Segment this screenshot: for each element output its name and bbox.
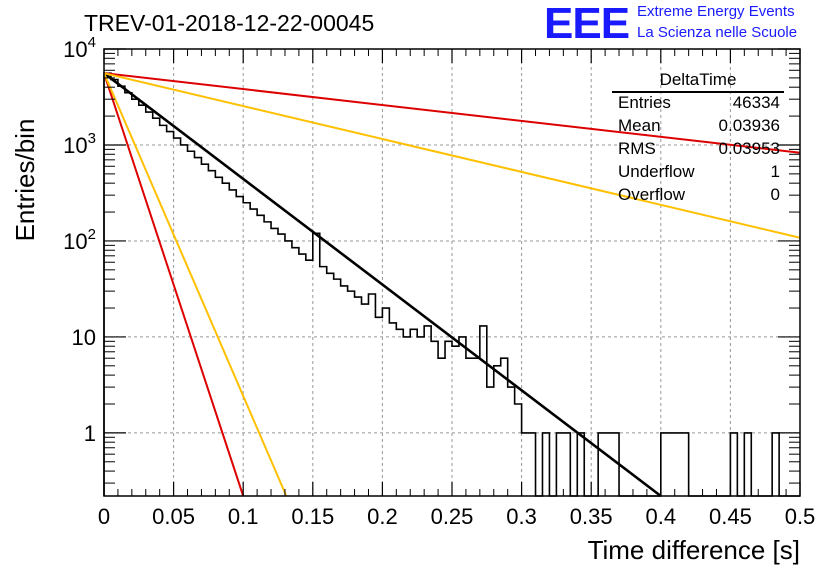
stats-divider [612,91,784,93]
logo-line-1: Extreme Energy Events [637,3,795,20]
tick-labels: 0 0.05 0.1 0.15 0.2 0.25 0.3 0.35 0.4 0.45 0.5 104 1… [63,34,815,529]
stats-box: DeltaTime Entries 46334 Mean 0.03936 RMS 0.… [612,70,784,210]
x-tick-label: 0.2 [367,504,398,529]
x-tick-label: 0.3 [506,504,537,529]
fit-line [103,72,801,154]
y-tick-label: 104 [63,34,96,62]
fit-line [103,72,245,497]
y-tick-label: 10 [72,325,96,350]
x-tick-label: 0.5 [785,504,816,529]
x-tick-label: 0.1 [228,504,259,529]
stats-value: 0 [770,185,780,204]
x-tick-label: 0.45 [709,504,752,529]
stats-title: DeltaTime [659,70,737,89]
fit-line [103,72,288,497]
y-tick-label: 102 [63,226,96,254]
fit-line [103,72,662,498]
x-tick-label: 0.35 [570,504,613,529]
stats-label: RMS [618,139,656,158]
chart-title: TREV-01-2018-12-22-00045 [84,10,375,36]
stats-label: Mean [618,116,661,135]
x-tick-label: 0 [98,504,110,529]
stats-label: Entries [618,93,671,112]
logo-line-2: La Scienza nelle Scuole [637,24,798,41]
y-tick-label: 103 [63,130,96,158]
stats-label: Overflow [618,185,686,204]
x-axis-label: Time difference [s] [588,535,800,565]
stats-value: 0.03953 [718,139,780,158]
eee-logo: EEE [544,0,630,48]
stats-row: RMS 0.03953 [618,139,780,161]
stats-label: Underflow [618,162,695,181]
stats-row: Underflow 1 [618,162,780,184]
x-tick-label: 0.4 [646,504,677,529]
stats-value: 46334 [732,93,780,112]
stats-row: Mean 0.03936 [618,116,780,138]
x-tick-label: 0.05 [152,504,195,529]
stats-row: Entries 46334 [618,93,780,115]
stats-value: 0.03936 [718,116,780,135]
x-tick-label: 0.15 [291,504,334,529]
fit-lines [103,72,801,498]
stats-value: 1 [770,162,780,181]
y-axis-label: Entries/bin [10,119,40,242]
y-tick-label: 1 [84,421,96,446]
axis-ticks [103,48,801,496]
x-tick-label: 0.25 [431,504,474,529]
fit-line [103,72,801,239]
stats-row: Overflow 0 [618,185,780,207]
